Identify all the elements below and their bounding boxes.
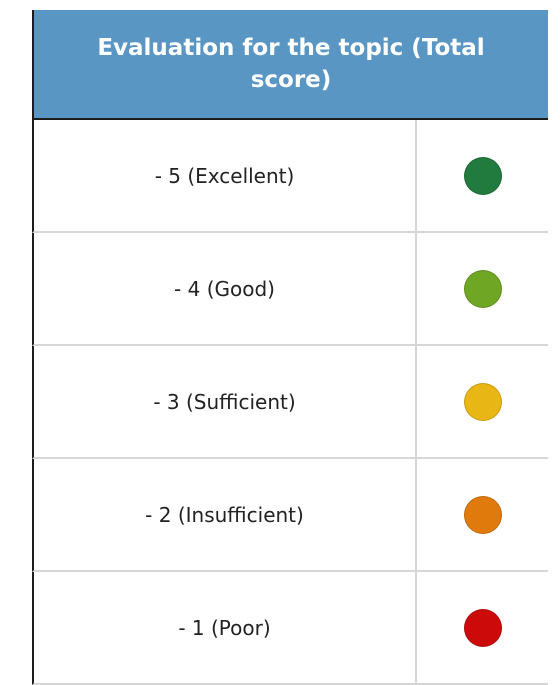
table-body: - 5 (Excellent) - 4 (Good) - 3 (Sufficient…	[32, 120, 548, 685]
status-dot	[463, 495, 502, 534]
status-dot	[463, 382, 502, 421]
table-header: Evaluation for the topic (Total score)	[32, 10, 548, 120]
row-indicator-cell	[417, 233, 548, 344]
row-indicator-cell	[417, 572, 548, 683]
row-indicator-cell	[417, 459, 548, 570]
row-label: - 3 (Sufficient)	[34, 346, 417, 457]
table-row: - 3 (Sufficient)	[32, 346, 548, 459]
row-label: - 2 (Insufficient)	[34, 459, 417, 570]
evaluation-table: Evaluation for the topic (Total score) -…	[32, 10, 548, 685]
row-label: - 5 (Excellent)	[34, 120, 417, 231]
table-row: - 2 (Insufficient)	[32, 459, 548, 572]
table-row: - 4 (Good)	[32, 233, 548, 346]
status-dot	[463, 156, 502, 195]
status-dot	[463, 608, 502, 647]
row-indicator-cell	[417, 120, 548, 231]
row-label: - 1 (Poor)	[34, 572, 417, 683]
row-label: - 4 (Good)	[34, 233, 417, 344]
table-row: - 5 (Excellent)	[32, 120, 548, 233]
status-dot	[463, 269, 502, 308]
table-row: - 1 (Poor)	[32, 572, 548, 685]
row-indicator-cell	[417, 346, 548, 457]
